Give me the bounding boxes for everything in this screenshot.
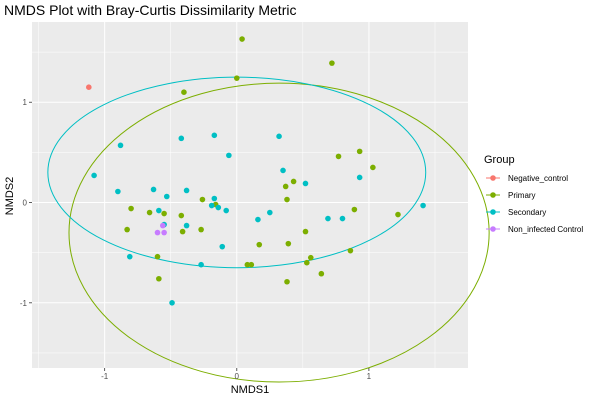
point-secondary bbox=[115, 188, 121, 195]
point-non-infected-control bbox=[154, 229, 161, 236]
point-secondary bbox=[163, 193, 170, 200]
legend-title: Group bbox=[484, 154, 515, 166]
point-negative-control bbox=[86, 84, 92, 90]
point-secondary bbox=[215, 204, 222, 211]
point-primary bbox=[199, 196, 206, 203]
point-secondary bbox=[183, 187, 190, 194]
point-secondary bbox=[255, 216, 261, 223]
point-secondary bbox=[178, 135, 185, 142]
point-primary bbox=[302, 228, 309, 235]
point-secondary bbox=[267, 209, 273, 216]
x-axis-ticks: -1 0 1 bbox=[101, 368, 372, 381]
point-primary bbox=[181, 89, 187, 96]
point-secondary bbox=[280, 167, 286, 174]
point-secondary bbox=[208, 202, 215, 209]
point-secondary bbox=[211, 195, 218, 202]
x-tick-label: 1 bbox=[367, 372, 372, 381]
point-primary bbox=[290, 178, 297, 185]
point-secondary bbox=[356, 174, 363, 181]
point-primary bbox=[146, 209, 153, 216]
point-primary bbox=[156, 275, 162, 282]
point-primary bbox=[128, 205, 134, 212]
point-primary bbox=[282, 183, 289, 190]
point-primary bbox=[285, 240, 292, 247]
point-secondary bbox=[302, 180, 309, 187]
point-primary bbox=[370, 164, 376, 171]
x-axis-title: NMDS1 bbox=[231, 384, 270, 396]
legend-key-point bbox=[490, 175, 496, 181]
ellipse-primary bbox=[68, 82, 490, 383]
chart-title: NMDS Plot with Bray-Curtis Dissimilarity… bbox=[4, 2, 296, 18]
point-secondary bbox=[211, 132, 218, 139]
legend-label: Non_infected Control bbox=[508, 225, 583, 234]
point-primary bbox=[244, 261, 251, 268]
point-primary bbox=[307, 254, 314, 261]
point-primary bbox=[239, 36, 245, 42]
legend-label: Primary bbox=[508, 191, 536, 200]
legend-label: Secondary bbox=[508, 208, 546, 217]
x-tick-label: -1 bbox=[101, 372, 109, 381]
point-secondary bbox=[198, 261, 204, 268]
point-secondary bbox=[117, 142, 124, 149]
point-secondary bbox=[126, 253, 133, 260]
y-tick-label: 0 bbox=[23, 199, 28, 208]
legend-key-point bbox=[490, 209, 496, 215]
point-non-infected-control bbox=[161, 229, 167, 236]
point-primary bbox=[356, 148, 363, 155]
point-secondary bbox=[150, 186, 157, 193]
point-primary bbox=[248, 261, 255, 268]
point-secondary bbox=[169, 300, 175, 306]
point-primary bbox=[161, 210, 167, 217]
point-primary bbox=[179, 228, 186, 235]
x-tick-label: 0 bbox=[235, 372, 240, 381]
point-secondary bbox=[91, 172, 97, 179]
point-secondary bbox=[226, 152, 232, 159]
legend-key-point bbox=[490, 226, 496, 232]
legend-label: Negative_control bbox=[508, 174, 568, 183]
y-axis-title: NMDS2 bbox=[4, 177, 16, 216]
data-points bbox=[86, 36, 426, 306]
point-secondary bbox=[325, 215, 331, 222]
point-secondary bbox=[420, 202, 426, 209]
point-primary bbox=[304, 259, 310, 266]
point-primary bbox=[233, 75, 240, 81]
point-non-infected-control bbox=[160, 222, 166, 229]
legend-key-point bbox=[490, 192, 496, 198]
point-secondary bbox=[156, 207, 162, 214]
point-primary bbox=[329, 60, 335, 66]
point-primary bbox=[284, 196, 290, 203]
plot-panel bbox=[32, 22, 468, 368]
point-primary bbox=[335, 153, 342, 160]
y-tick-label: 1 bbox=[23, 98, 28, 107]
point-primary bbox=[124, 226, 130, 233]
point-primary bbox=[395, 211, 401, 218]
point-primary bbox=[178, 212, 185, 219]
legend: Group Negative_control Primary Secondary No… bbox=[484, 154, 583, 234]
y-axis-ticks: -1 0 1 bbox=[20, 98, 32, 308]
point-secondary bbox=[223, 207, 230, 214]
point-secondary bbox=[339, 215, 346, 222]
point-secondary bbox=[276, 133, 282, 140]
point-primary bbox=[154, 253, 161, 260]
point-primary bbox=[351, 206, 358, 213]
point-primary bbox=[347, 247, 354, 254]
point-primary bbox=[256, 241, 263, 248]
point-primary bbox=[284, 278, 290, 285]
point-secondary bbox=[183, 222, 190, 229]
major-gridlines bbox=[32, 22, 468, 368]
point-secondary bbox=[219, 243, 226, 250]
y-tick-label: -1 bbox=[20, 299, 28, 308]
point-primary bbox=[198, 226, 204, 233]
point-primary bbox=[318, 270, 325, 277]
